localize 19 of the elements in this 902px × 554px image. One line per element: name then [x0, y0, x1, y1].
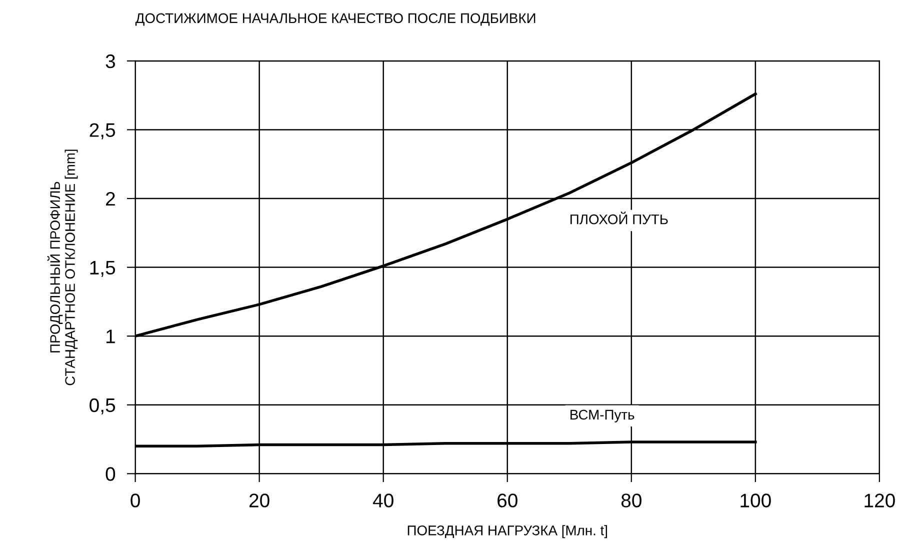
y-tick-label: 0 [106, 467, 116, 481]
x-axis-title: ПОЕЗДНАЯ НАГРУЗКА [Млн. t] [408, 525, 607, 538]
x-tick-label: 60 [498, 494, 518, 508]
x-tick-label: 120 [864, 494, 895, 508]
series-label: ВСМ-Путь [570, 410, 634, 422]
x-tick-label: 0 [130, 494, 140, 508]
x-tick-label: 80 [621, 494, 642, 508]
x-tick-label: 20 [249, 494, 270, 508]
y-tick-label: 3 [106, 54, 115, 68]
x-tick-label: 100 [740, 494, 771, 508]
y-tick-label: 1,5 [90, 260, 116, 277]
y-tick-label: 2,5 [90, 123, 116, 140]
y-axis-title: ПРОДОЛЬНЫЙ ПРОФИЛЬ СТАНДАРТНОЕ ОТКЛОНЕНИЕ [mm] [47, 150, 78, 386]
x-tick-label: 40 [372, 494, 394, 508]
series-label: ПЛОХОЙ ПУТЬ [570, 212, 668, 224]
y-tick-label: 2 [106, 192, 115, 206]
y-tick-label: 1 [106, 330, 115, 344]
y-tick-label: 0,5 [90, 398, 116, 414]
chart-title: ДОСТИЖИМОЕ НАЧАЛЬНОЕ КАЧЕСТВО ПОСЛЕ ПОДБИВКИ [135, 13, 536, 26]
